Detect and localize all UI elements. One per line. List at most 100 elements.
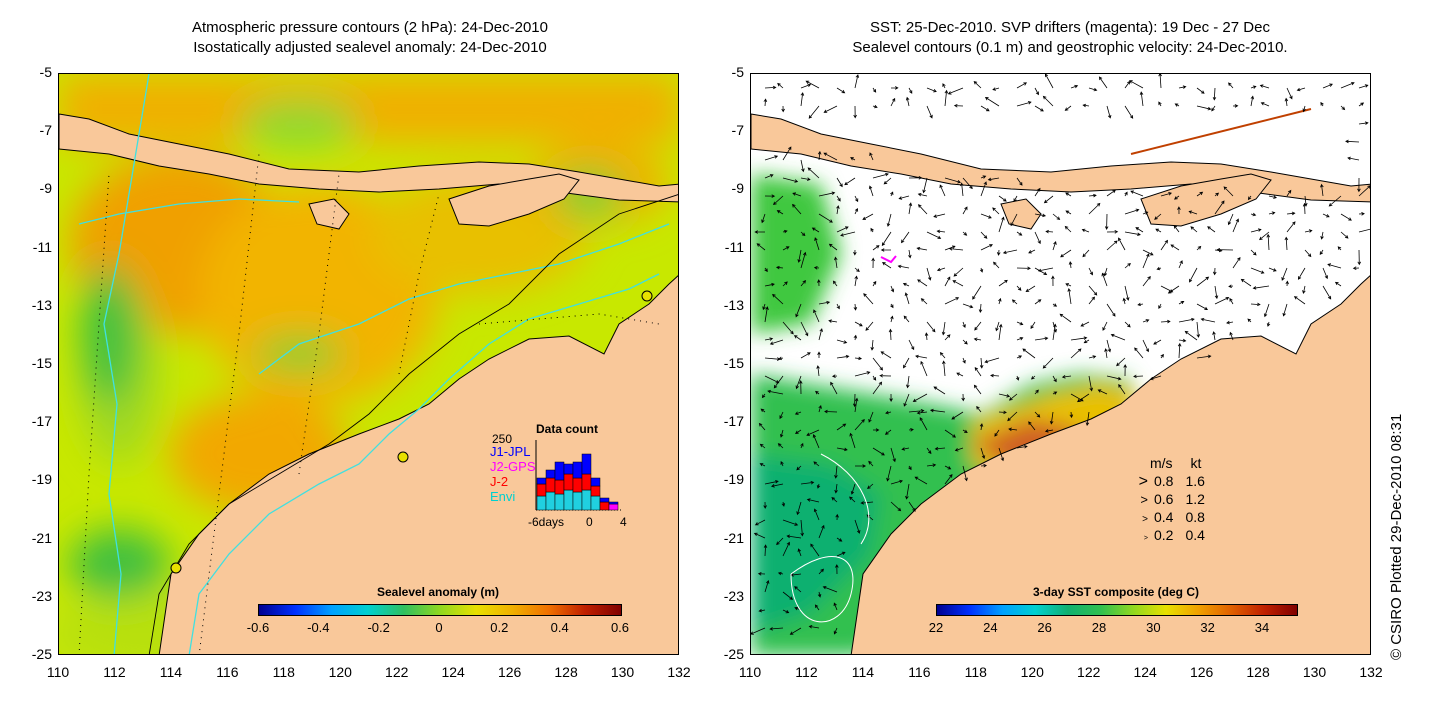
colorbar-tick-label: 22 (928, 620, 944, 635)
velocity-arrow (1212, 87, 1217, 101)
longitude-tick-label: 118 (964, 664, 987, 680)
velocity-arrow (890, 501, 902, 512)
velocity-arrow (979, 267, 984, 273)
velocity-arrow (1052, 303, 1058, 307)
velocity-arrow (1104, 348, 1108, 359)
velocity-arrow (1327, 263, 1342, 269)
velocity-arrow (1250, 212, 1257, 217)
velocity-arrow (912, 393, 928, 402)
velocity-arrow (973, 337, 982, 342)
data-count-bar (563, 489, 574, 511)
latitude-tick-label: -23 (723, 587, 744, 604)
velocity-arrow (974, 367, 982, 377)
velocity-arrow (1286, 87, 1293, 100)
velocity-arrow (872, 172, 889, 179)
velocity-arrow (1016, 101, 1032, 107)
velocity-arrow (853, 334, 858, 341)
data-count-x-mid: 0 (586, 515, 593, 529)
velocity-arrow (782, 281, 788, 287)
velocity-arrow (836, 354, 850, 359)
velocity-arrow (852, 393, 857, 408)
velocity-arrow (941, 321, 946, 336)
velocity-arrow (1155, 228, 1162, 233)
velocity-arrow (1013, 195, 1018, 203)
data-count-bar (545, 491, 556, 511)
velocity-arrow (890, 303, 894, 309)
velocity-arrow (800, 83, 812, 89)
velocity-arrow (962, 429, 968, 434)
velocity-arrow (1098, 76, 1108, 89)
velocity-arrow (836, 177, 843, 188)
velocity-arrow (978, 303, 983, 314)
velocity-arrow (759, 463, 766, 467)
velocity-arrow (904, 292, 910, 305)
velocity-arrow (1297, 267, 1306, 280)
velocity-arrow (944, 297, 960, 305)
velocity-arrow (890, 191, 894, 197)
velocity-arrow (926, 267, 932, 281)
velocity-arrow (1088, 202, 1101, 215)
velocity-arrow (998, 323, 1003, 341)
tide-gauge-marker (170, 562, 182, 574)
velocity-arrow (836, 87, 846, 94)
velocity-arrow (806, 498, 820, 503)
sst-velocity-map (750, 73, 1371, 655)
velocity-arrow (789, 627, 802, 635)
velocity-arrow (1196, 354, 1212, 359)
velocity-arrow (890, 315, 894, 323)
velocity-arrow (782, 609, 790, 614)
data-count-bar (608, 501, 619, 505)
velocity-arrow (854, 195, 859, 203)
velocity-kt-value: 0.8 (1185, 509, 1205, 525)
velocity-arrow (944, 474, 953, 485)
velocity-arrow (764, 194, 776, 198)
velocity-arrow (1167, 285, 1180, 294)
velocity-arrow (779, 411, 784, 420)
velocity-arrow (980, 213, 992, 219)
velocity-arrow (836, 551, 846, 557)
australia-land (158, 275, 678, 654)
velocity-arrow (916, 246, 928, 251)
velocity-arrow (962, 177, 973, 190)
velocity-arrow (953, 103, 964, 108)
velocity-arrow (1085, 411, 1090, 427)
velocity-arrow (778, 356, 784, 361)
velocity-arrow (794, 586, 802, 593)
velocity-arrow (939, 184, 946, 197)
colorbar-tick-label: 26 (1037, 620, 1052, 635)
velocity-arrow (1177, 206, 1181, 215)
velocity-arrow (1060, 249, 1072, 258)
longitude-tick-label: 128 (554, 664, 578, 680)
velocity-arrow (1268, 211, 1276, 215)
velocity-arrow (760, 408, 766, 413)
velocity-arrow (883, 177, 892, 185)
velocity-arrow (1008, 393, 1018, 401)
velocity-arrow (1043, 195, 1054, 204)
velocity-arrow (980, 231, 988, 239)
velocity-arrow (1178, 260, 1183, 269)
velocity-arrow (1016, 321, 1024, 326)
data-count-inset: Data count 250 J1-JPL J2-GPS J-2 Envi -6day… (488, 420, 628, 530)
velocity-arrow (1227, 213, 1234, 226)
velocity-arrow (1034, 411, 1041, 418)
velocity-arrow (1196, 191, 1204, 197)
velocity-arrow (795, 303, 802, 318)
sealevel-anomaly-map (58, 73, 679, 655)
velocity-arrow (1142, 275, 1151, 287)
velocity-arrow (885, 410, 892, 415)
latitude-tick-label: -19 (31, 471, 52, 488)
velocity-arrow (782, 177, 799, 183)
longitude-tick-label: 112 (103, 664, 126, 680)
velocity-ms-value: 0.6 (1154, 491, 1174, 507)
velocity-arrow (810, 543, 820, 557)
left-map-title: Atmospheric pressure contours (2 hPa): 2… (80, 18, 660, 58)
velocity-arrow (782, 541, 790, 557)
velocity-arrow (1133, 374, 1144, 379)
velocity-arrow (763, 501, 767, 509)
data-count-bar (536, 483, 547, 497)
velocity-arrow (987, 177, 1000, 182)
velocity-arrow (1322, 213, 1330, 218)
velocity-arrow (1328, 195, 1342, 207)
velocity-arrow (1322, 83, 1333, 89)
velocity-arrow (934, 446, 946, 451)
